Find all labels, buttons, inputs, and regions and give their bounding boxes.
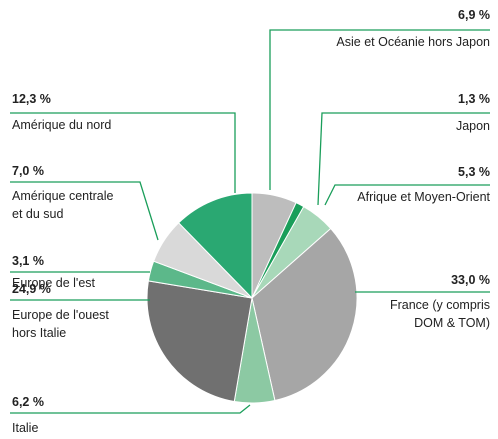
value-label: 6,9 % [458,8,490,22]
value-label: 1,3 % [458,92,490,106]
value-label: 6,2 % [12,395,44,409]
leader-line [10,112,236,193]
leader-line [269,29,490,190]
category-label: Italie [12,421,39,435]
category-label: Amérique centrale et du sud [12,189,114,221]
value-label: 33,0 % [451,273,490,287]
category-label: Amérique du nord [12,118,112,132]
leader-line [324,184,490,206]
slices [146,192,358,404]
category-label: France (y compris DOM & TOM) [389,298,490,330]
category-label: Europe de l'est [12,276,95,290]
value-label: 3,1 % [12,254,44,268]
pie-slice [177,192,253,300]
category-label: Asie et Océanie hors Japon [336,35,490,49]
leader-line [10,181,159,241]
category-label: Japon [455,119,490,133]
value-label: 12,3 % [12,92,51,106]
value-label: 7,0 % [12,164,44,178]
value-label: 24,9 % [12,282,51,296]
pie-slice [146,280,253,403]
category-label: Europe de l'ouest hors Italie [12,308,109,340]
category-label: Afrique et Moyen-Orient [357,190,490,204]
leader-line [10,404,251,414]
pie-slice [251,227,358,402]
value-label: 5,3 % [458,165,490,179]
leader-line [317,112,490,206]
